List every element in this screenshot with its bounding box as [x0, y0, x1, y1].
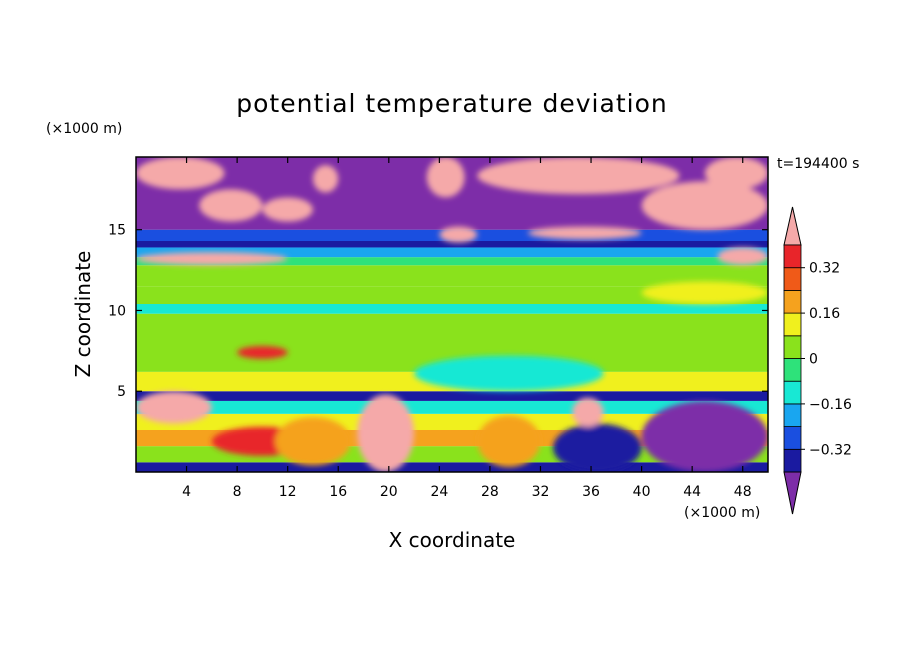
plot-frame — [135, 156, 769, 473]
colorbar-box-3 — [783, 380, 802, 405]
y-tick-label: 10 — [108, 303, 126, 319]
y-axis-ticks: 5 10 15 — [108, 223, 768, 400]
feature-11 — [136, 252, 288, 266]
feature-17 — [426, 157, 465, 198]
x-axis-ticks: 4 8 12 16 20 24 28 32 36 40 44 48 — [182, 157, 752, 500]
feature-12 — [717, 247, 768, 266]
feature-1 — [275, 417, 351, 466]
x-tick-label: 12 — [279, 484, 297, 500]
feature-21 — [439, 226, 478, 243]
feature-6 — [641, 400, 768, 472]
colorbar-box-2 — [783, 403, 802, 427]
y-tick-label: 15 — [108, 223, 126, 239]
feature-19 — [641, 181, 768, 230]
x-axis-label: X coordinate — [389, 528, 516, 552]
x-tick-label: 36 — [582, 484, 600, 500]
band-0 — [136, 462, 768, 472]
contour-features — [136, 157, 768, 472]
band-12 — [136, 257, 768, 266]
colorbar-box-0 — [783, 448, 802, 473]
feature-8 — [136, 391, 212, 424]
band-14 — [136, 241, 768, 248]
time-label: t=194400 s — [777, 156, 859, 172]
band-13 — [136, 247, 768, 258]
feature-7 — [414, 355, 604, 392]
colorbar-label: −0.32 — [809, 442, 852, 458]
contour-field — [136, 157, 768, 472]
x-tick-label: 48 — [734, 484, 752, 500]
colorbar-box-5 — [783, 335, 802, 359]
colorbar-label: 0 — [809, 352, 818, 368]
x-tick-label: 44 — [683, 484, 701, 500]
band-4 — [136, 400, 768, 414]
x-tick-label: 40 — [633, 484, 651, 500]
feature-3 — [477, 415, 541, 468]
x-tick-label: 16 — [329, 484, 347, 500]
colorbar-box-8 — [783, 267, 802, 291]
colorbar — [783, 206, 802, 515]
colorbar-label: −0.16 — [809, 397, 852, 413]
feature-2 — [357, 394, 415, 472]
feature-20 — [527, 226, 642, 240]
colorbar-top-cap — [783, 206, 802, 246]
band-8 — [136, 313, 768, 346]
colorbar-labels: 0.32 0.16 0 −0.16 −0.32 — [801, 261, 852, 458]
feature-15 — [262, 197, 313, 222]
x-tick-label: 4 — [182, 484, 191, 500]
x-unit-label: (×1000 m) — [684, 505, 760, 521]
x-tick-label: 8 — [233, 484, 242, 500]
colorbar-label: 0.16 — [809, 306, 840, 322]
feature-22 — [704, 157, 768, 190]
colorbar-bottom-cap — [783, 471, 802, 515]
feature-4 — [553, 423, 642, 472]
y-axis-label: Z coordinate — [71, 251, 95, 378]
colorbar-box-4 — [783, 358, 802, 382]
band-9 — [136, 304, 768, 314]
colorbar-label: 0.32 — [809, 261, 840, 277]
band-10 — [136, 286, 768, 304]
y-tick-label: 5 — [117, 384, 126, 400]
x-tick-label: 24 — [430, 484, 448, 500]
colorbar-box-9 — [783, 244, 802, 269]
band-5 — [136, 391, 768, 401]
feature-9 — [237, 346, 288, 359]
colorbar-box-6 — [783, 312, 802, 337]
feature-18 — [477, 157, 680, 195]
feature-13 — [136, 157, 225, 190]
feature-10 — [641, 281, 768, 305]
band-11 — [136, 265, 768, 287]
colorbar-box-7 — [783, 289, 802, 314]
feature-16 — [312, 165, 339, 193]
chart-title: potential temperature deviation — [236, 89, 667, 118]
x-tick-label: 28 — [481, 484, 499, 500]
feature-5 — [572, 397, 604, 427]
x-tick-label: 20 — [380, 484, 398, 500]
y-unit-label: (×1000 m) — [46, 121, 122, 137]
feature-14 — [199, 189, 263, 222]
x-tick-label: 32 — [532, 484, 550, 500]
colorbar-box-1 — [783, 426, 802, 450]
